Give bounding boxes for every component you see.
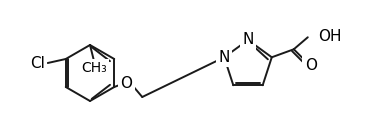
Text: CH₃: CH₃ [81, 61, 107, 75]
Text: Cl: Cl [30, 57, 45, 72]
Text: OH: OH [318, 29, 341, 44]
Text: N: N [242, 32, 254, 47]
Text: N: N [219, 50, 230, 65]
Text: O: O [305, 58, 317, 73]
Text: O: O [120, 76, 132, 92]
